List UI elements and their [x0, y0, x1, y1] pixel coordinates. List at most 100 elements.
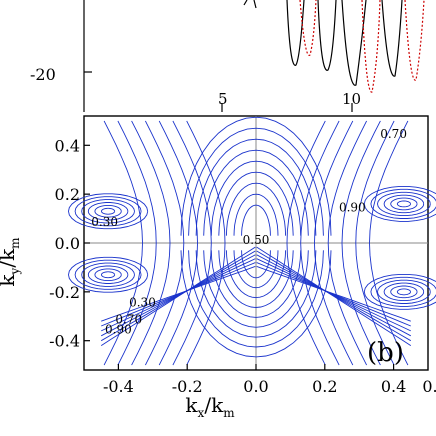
- contour-line: [68, 193, 149, 230]
- contour-line: [186, 120, 226, 366]
- contour-line: [87, 202, 129, 221]
- top-y-tick-label: -20: [30, 65, 56, 84]
- contour-line: [233, 193, 279, 236]
- contour-line: [218, 171, 294, 236]
- contour-line: [256, 250, 412, 342]
- contour-line: [172, 120, 212, 366]
- y-axis-title: ky/km: [0, 237, 22, 287]
- contour-line: [233, 250, 279, 289]
- contour-line: [396, 200, 411, 208]
- contour-line: [355, 120, 395, 366]
- contour-line: [101, 265, 256, 322]
- x-tick-label: -0.2: [172, 377, 203, 396]
- series-line-dotted: [361, 0, 381, 93]
- contour-line: [396, 288, 411, 296]
- contour-line: [390, 197, 418, 211]
- contour-line: [241, 204, 271, 236]
- contour-line: [300, 120, 340, 366]
- contour-line: [327, 120, 368, 366]
- series-line-dotted: [299, 0, 317, 56]
- series-line-solid: [381, 0, 403, 77]
- contour-line: [210, 250, 302, 318]
- top-panel: -20 5 10: [30, 0, 425, 112]
- top-series-solid: [243, 0, 403, 86]
- contour-line: [390, 285, 418, 299]
- contour-line: [218, 250, 294, 308]
- contour-line: [203, 149, 309, 236]
- contour-line: [225, 250, 287, 299]
- contour-line: [188, 250, 324, 348]
- contour-line: [225, 182, 287, 236]
- y-tick-layer: 0.4 0.2 0.0 -0.2 -0.4: [49, 136, 90, 351]
- contour-line: [195, 250, 317, 338]
- contour-line: [117, 120, 157, 366]
- contour-line: [180, 250, 332, 358]
- contour-line: [188, 127, 324, 236]
- x-tick-label: -0.4: [103, 377, 134, 396]
- contour-line: [370, 276, 436, 307]
- contour-line: [68, 256, 149, 293]
- contour-line: [210, 160, 302, 236]
- x-tick-label: 0.0: [243, 377, 268, 396]
- x-tick-label: 0.4: [381, 377, 406, 396]
- x-tick-label: 0.: [422, 377, 436, 396]
- contour-level-label: 0.70: [115, 313, 142, 327]
- x-tick-layer: -0.4 -0.2 0.0 0.2 0.4 0.: [103, 364, 436, 396]
- contour-line: [256, 254, 412, 337]
- contour-line: [195, 138, 317, 236]
- contour-line: [100, 254, 256, 337]
- contour-line: [74, 196, 142, 227]
- y-tick-label: -0.2: [49, 283, 80, 302]
- contour-line: [74, 259, 142, 290]
- y-tick-label: -0.4: [49, 332, 80, 351]
- contour-level-label: 0.70: [380, 127, 407, 141]
- top-series-dotted: [299, 0, 425, 93]
- contour-line: [101, 207, 116, 215]
- contour-line: [377, 191, 431, 217]
- series-line-solid: [317, 0, 337, 71]
- series-line-dotted: [404, 0, 425, 81]
- x-axis-label: kx/km: [185, 393, 235, 420]
- contour-line: [341, 120, 381, 366]
- contour-line: [87, 265, 129, 284]
- contour-line: [363, 273, 436, 310]
- series-line-solid: [243, 0, 257, 9]
- contour-line: [94, 268, 122, 282]
- y-tick-label: 0.4: [55, 136, 80, 155]
- y-tick-label: 0.0: [55, 234, 80, 253]
- contour-line: [203, 250, 309, 328]
- contour-line: [256, 262, 411, 327]
- contour-line: [94, 204, 122, 218]
- contour-line: [101, 258, 256, 332]
- contour-line: [81, 199, 135, 224]
- contour-line: [377, 279, 431, 304]
- top-x-tick-label: 5: [218, 90, 228, 108]
- contour-layer: [68, 116, 436, 366]
- contour-level-label: 0.50: [243, 233, 270, 247]
- contour-level-label: 0.90: [105, 322, 132, 336]
- contour-line: [256, 258, 411, 332]
- contour-line: [363, 185, 436, 222]
- contour-level-label: 0.30: [129, 296, 156, 310]
- contour-line: [180, 116, 332, 236]
- contour-level-labels: 0.700.900.300.500.300.700.90: [91, 127, 407, 336]
- contour-line: [101, 271, 116, 279]
- contour-line: [158, 120, 198, 366]
- y-axis-label: ky/km: [0, 237, 22, 287]
- contour-level-label: 0.90: [339, 200, 366, 214]
- contour-line: [144, 120, 185, 366]
- contour-line: [81, 262, 135, 287]
- contour-line: [383, 282, 425, 302]
- series-line-solid: [286, 0, 305, 66]
- contour-line: [131, 120, 171, 366]
- contour-line: [383, 194, 425, 214]
- top-x-tick-label: 10: [342, 90, 361, 108]
- x-tick-label: 0.2: [312, 377, 337, 396]
- contour-line: [256, 265, 411, 322]
- contour-line: [370, 188, 436, 219]
- contour-line: [101, 262, 256, 327]
- contour-level-label: 0.30: [91, 215, 118, 229]
- contour-line: [286, 120, 326, 366]
- contour-line: [314, 120, 354, 366]
- panel-label: (b): [367, 338, 404, 368]
